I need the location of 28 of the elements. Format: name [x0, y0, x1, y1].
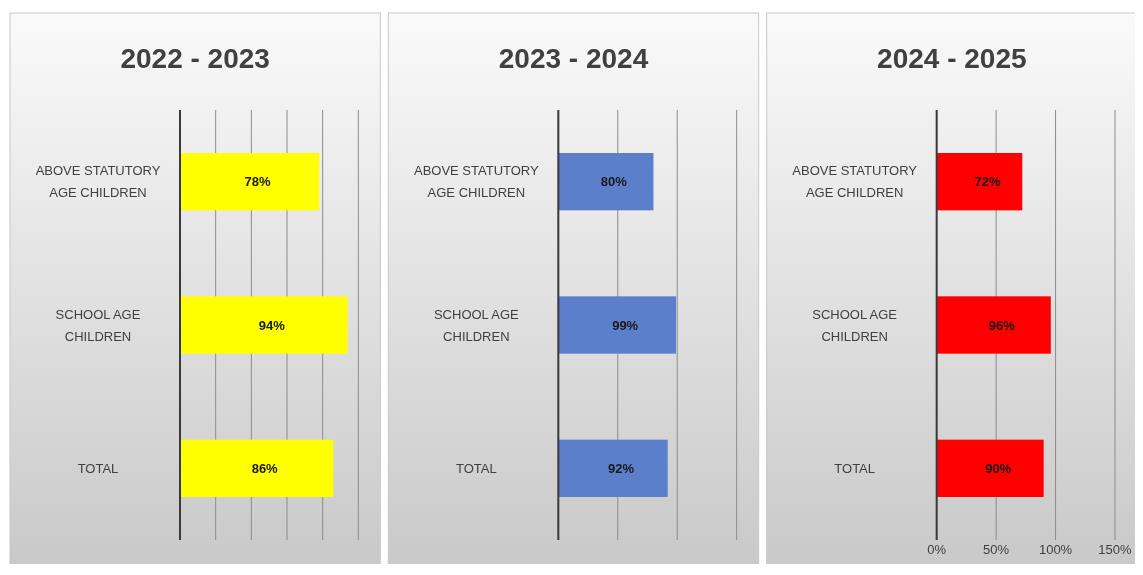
chart-title: 2022 - 2023 — [120, 43, 270, 74]
y-tick-label: SCHOOL AGE CHILDREN — [812, 306, 898, 344]
data-label: 80% — [600, 174, 628, 190]
bar — [936, 296, 1051, 354]
x-tick-label: 150% — [1098, 542, 1133, 557]
data-label: 94% — [258, 317, 286, 333]
x-tick-label: 100% — [1038, 542, 1073, 557]
y-tick-label: TOTAL — [455, 460, 497, 476]
y-tick-label: SCHOOL AGE CHILDREN — [55, 306, 141, 344]
y-tick-label: ABOVE STATUTORY AGE CHILDREN — [792, 163, 918, 201]
data-label: 99% — [612, 317, 639, 333]
y-tick-label: ABOVE STATUTORY AGE CHILDREN — [413, 163, 540, 201]
data-label: 92% — [608, 460, 635, 476]
y-tick-label: TOTAL — [834, 460, 876, 476]
chart-title: 2024 - 2025 — [877, 43, 1027, 74]
data-label: 90% — [985, 460, 1012, 476]
y-tick-label: SCHOOL AGE CHILDREN — [433, 306, 520, 344]
x-tick-label: 0% — [927, 542, 947, 557]
data-label: 86% — [251, 460, 279, 476]
x-tick-label: 50% — [983, 542, 1010, 557]
data-label: 72% — [974, 174, 1001, 190]
chart-title: 2023 - 2024 — [498, 43, 649, 74]
data-label: 78% — [244, 174, 271, 190]
y-tick-label: ABOVE STATUTORY AGE CHILDREN — [35, 163, 161, 201]
bar — [936, 439, 1044, 497]
data-label: 96% — [988, 317, 1016, 333]
y-tick-label: TOTAL — [77, 460, 119, 476]
bar — [936, 153, 1023, 211]
